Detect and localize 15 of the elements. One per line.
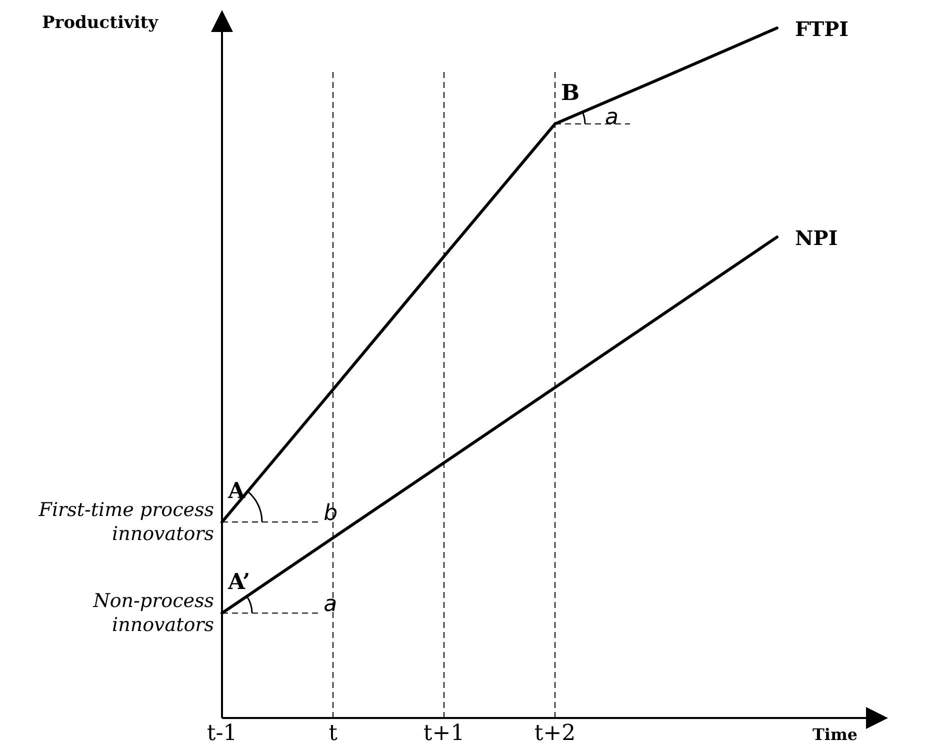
series-label: NPI (795, 226, 838, 250)
x-tick-label: t+2 (534, 721, 576, 746)
annotation: First-time process innovators (38, 499, 214, 546)
annotation: A’ (227, 569, 250, 596)
annotation: b (324, 501, 338, 526)
y-axis-title: Productivity (42, 13, 160, 33)
x-axis-title: Time (812, 725, 858, 744)
x-tick-label: t+1 (423, 721, 465, 746)
series-label: FTPI (795, 17, 848, 41)
x-tick-label: t (328, 721, 338, 746)
x-tick-label: t-1 (206, 721, 238, 746)
annotation: B (561, 80, 580, 106)
annotation: Non-process innovators (92, 590, 214, 636)
annotation: a (605, 104, 618, 130)
annotation: a (324, 592, 338, 618)
